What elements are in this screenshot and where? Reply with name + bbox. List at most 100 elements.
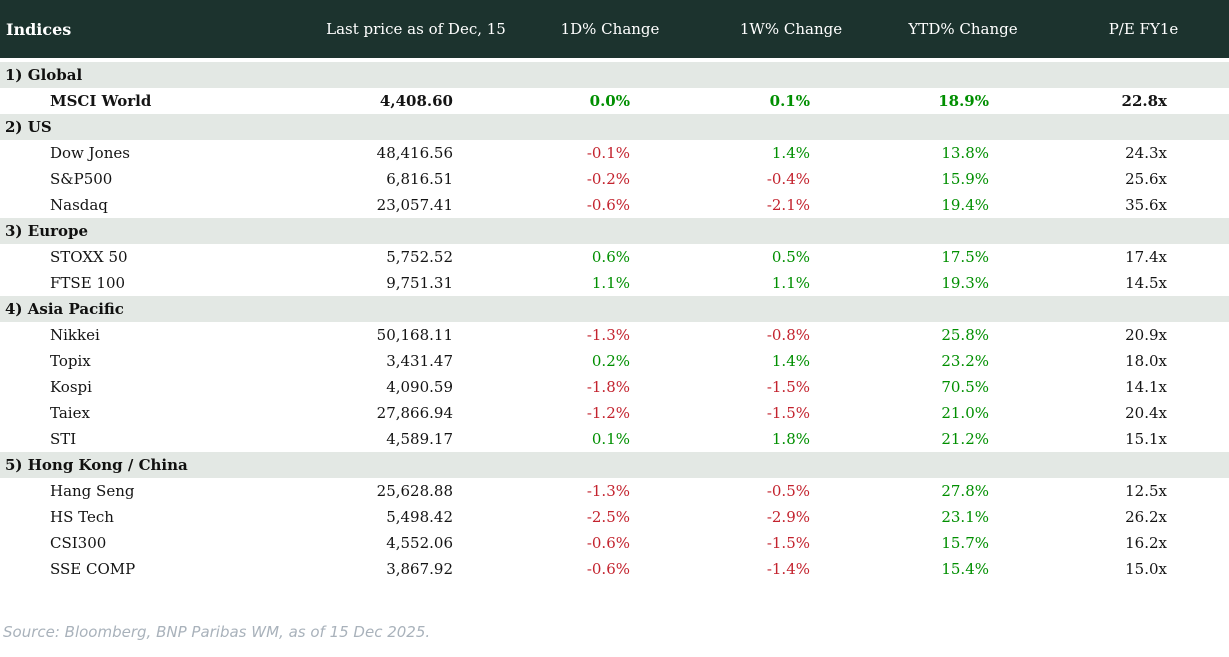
last-price-cell: 23,057.41 <box>376 196 453 214</box>
section-row: 4) Asia Pacific <box>0 296 1229 322</box>
index-name-cell: Nasdaq <box>50 196 108 214</box>
change-1d-cell: -0.6% <box>586 196 630 214</box>
index-row: Nikkei 50,168.11 -1.3% -0.8% 25.8% 20.9x <box>0 322 1229 348</box>
change-ytd-cell: 17.5% <box>941 248 989 266</box>
index-name-cell: Topix <box>50 352 91 370</box>
change-ytd-cell: 15.7% <box>941 534 989 552</box>
indices-table: Indices Last price as of Dec, 15 1D% Cha… <box>0 0 1229 582</box>
change-ytd-cell: 25.8% <box>941 326 989 344</box>
change-1w-cell: 1.1% <box>771 274 810 292</box>
change-ytd-cell: 19.4% <box>941 196 989 214</box>
change-1w-cell: -1.5% <box>766 534 810 552</box>
pe-cell: 20.4x <box>1125 404 1167 422</box>
index-row: MSCI World 4,408.60 0.0% 0.1% 18.9% 22.8x <box>0 88 1229 114</box>
last-price-cell: 50,168.11 <box>376 326 453 344</box>
change-1w-cell: -1.5% <box>766 378 810 396</box>
change-1w-cell: 1.4% <box>771 352 810 370</box>
change-ytd-cell: 23.2% <box>941 352 989 370</box>
index-name-cell: Kospi <box>50 378 92 396</box>
header-last-price: Last price as of Dec, 15 <box>326 0 506 62</box>
index-row: Nasdaq 23,057.41 -0.6% -2.1% 19.4% 35.6x <box>0 192 1229 218</box>
last-price-cell: 48,416.56 <box>376 144 453 162</box>
section-label: 5) Hong Kong / China <box>0 452 1229 478</box>
index-row: STOXX 50 5,752.52 0.6% 0.5% 17.5% 17.4x <box>0 244 1229 270</box>
index-name-cell: FTSE 100 <box>50 274 126 292</box>
pe-cell: 12.5x <box>1125 482 1167 500</box>
section-row: 2) US <box>0 114 1229 140</box>
last-price-cell: 4,552.06 <box>386 534 453 552</box>
index-row: Taiex 27,866.94 -1.2% -1.5% 21.0% 20.4x <box>0 400 1229 426</box>
header-1w-change: 1W% Change <box>714 0 868 62</box>
change-ytd-cell: 19.3% <box>941 274 989 292</box>
change-1d-cell: -0.1% <box>586 144 630 162</box>
pe-cell: 26.2x <box>1125 508 1167 526</box>
last-price-cell: 5,752.52 <box>386 248 453 266</box>
change-ytd-cell: 13.8% <box>941 144 989 162</box>
index-name-cell: Hang Seng <box>50 482 135 500</box>
last-price-cell: 3,431.47 <box>386 352 453 370</box>
index-name-cell: CSI300 <box>50 534 107 552</box>
pe-cell: 24.3x <box>1125 144 1167 162</box>
change-1d-cell: -1.2% <box>586 404 630 422</box>
pe-cell: 15.1x <box>1125 430 1167 448</box>
index-row: S&P500 6,816.51 -0.2% -0.4% 15.9% 25.6x <box>0 166 1229 192</box>
index-row: CSI300 4,552.06 -0.6% -1.5% 15.7% 16.2x <box>0 530 1229 556</box>
index-row: SSE COMP 3,867.92 -0.6% -1.4% 15.4% 15.0x <box>0 556 1229 582</box>
change-ytd-cell: 15.4% <box>941 560 989 578</box>
index-name-cell: Nikkei <box>50 326 100 344</box>
section-row: 5) Hong Kong / China <box>0 452 1229 478</box>
change-ytd-cell: 15.9% <box>941 170 989 188</box>
change-1w-cell: -0.5% <box>766 482 810 500</box>
header-1d-change: 1D% Change <box>506 0 714 62</box>
index-name-cell: Dow Jones <box>50 144 130 162</box>
index-row: HS Tech 5,498.42 -2.5% -2.9% 23.1% 26.2x <box>0 504 1229 530</box>
change-ytd-cell: 18.9% <box>938 92 989 110</box>
change-1w-cell: -1.5% <box>766 404 810 422</box>
last-price-cell: 5,498.42 <box>386 508 453 526</box>
pe-cell: 18.0x <box>1125 352 1167 370</box>
change-ytd-cell: 27.8% <box>941 482 989 500</box>
last-price-cell: 4,589.17 <box>386 430 453 448</box>
change-1d-cell: 0.1% <box>591 430 630 448</box>
change-1d-cell: 0.2% <box>591 352 630 370</box>
pe-cell: 14.5x <box>1125 274 1167 292</box>
section-label: 3) Europe <box>0 218 1229 244</box>
section-label: 2) US <box>0 114 1229 140</box>
table-header: Indices Last price as of Dec, 15 1D% Cha… <box>0 0 1229 62</box>
index-row: FTSE 100 9,751.31 1.1% 1.1% 19.3% 14.5x <box>0 270 1229 296</box>
pe-cell: 35.6x <box>1125 196 1167 214</box>
header-ytd-change: YTD% Change <box>868 0 1058 62</box>
change-1w-cell: -0.8% <box>766 326 810 344</box>
header-indices: Indices <box>0 0 326 62</box>
change-ytd-cell: 21.2% <box>941 430 989 448</box>
index-row: STI 4,589.17 0.1% 1.8% 21.2% 15.1x <box>0 426 1229 452</box>
index-row: Dow Jones 48,416.56 -0.1% 1.4% 13.8% 24.3x <box>0 140 1229 166</box>
pe-cell: 17.4x <box>1125 248 1167 266</box>
last-price-cell: 27,866.94 <box>376 404 453 422</box>
last-price-cell: 3,867.92 <box>386 560 453 578</box>
change-1w-cell: 1.4% <box>771 144 810 162</box>
change-ytd-cell: 21.0% <box>941 404 989 422</box>
pe-cell: 14.1x <box>1125 378 1167 396</box>
change-1d-cell: -2.5% <box>586 508 630 526</box>
change-1w-cell: -2.1% <box>766 196 810 214</box>
index-name-cell: HS Tech <box>50 508 114 526</box>
index-name-cell: S&P500 <box>50 170 113 188</box>
change-1w-cell: 1.8% <box>771 430 810 448</box>
change-1d-cell: -0.6% <box>586 560 630 578</box>
section-row: 3) Europe <box>0 218 1229 244</box>
change-1d-cell: -1.3% <box>586 482 630 500</box>
source-note: Source: Bloomberg, BNP Paribas WM, as of… <box>3 623 431 641</box>
section-row: 1) Global <box>0 60 1229 88</box>
index-row: Hang Seng 25,628.88 -1.3% -0.5% 27.8% 12.5x <box>0 478 1229 504</box>
last-price-cell: 25,628.88 <box>376 482 453 500</box>
index-name-cell: SSE COMP <box>50 560 136 578</box>
change-1d-cell: 0.0% <box>589 92 630 110</box>
pe-cell: 15.0x <box>1125 560 1167 578</box>
change-ytd-cell: 70.5% <box>941 378 989 396</box>
last-price-cell: 6,816.51 <box>386 170 453 188</box>
change-ytd-cell: 23.1% <box>941 508 989 526</box>
change-1d-cell: -0.6% <box>586 534 630 552</box>
change-1d-cell: 0.6% <box>591 248 630 266</box>
last-price-cell: 4,408.60 <box>379 92 453 110</box>
